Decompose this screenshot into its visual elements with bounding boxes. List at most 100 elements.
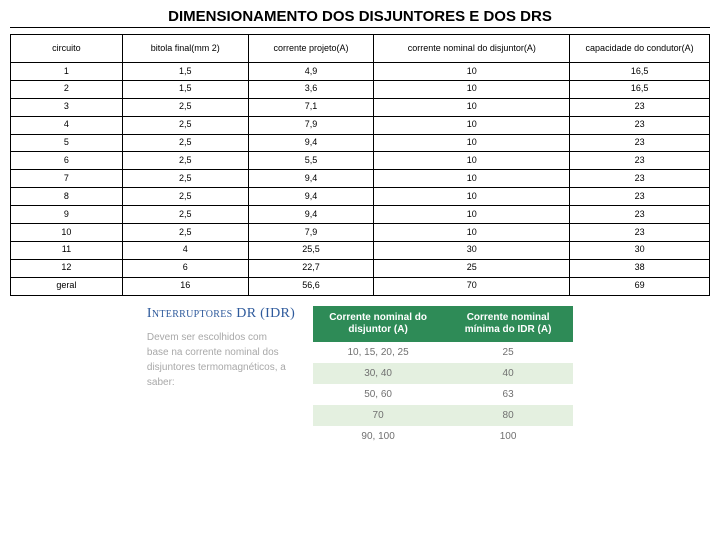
table-cell: 2,5 (122, 116, 248, 134)
table-cell: 1,5 (122, 80, 248, 98)
table-cell: 9,4 (248, 206, 374, 224)
table-row: 32,57,11023 (11, 98, 710, 116)
table-row: geral1656,67069 (11, 277, 710, 295)
table-cell: 25,5 (248, 241, 374, 259)
table-cell: 10 (374, 134, 570, 152)
table-cell: 4 (11, 116, 123, 134)
table-cell: 69 (570, 277, 710, 295)
table-row: 92,59,41023 (11, 206, 710, 224)
idr-table-header: Corrente nominal mínima do IDR (A) (443, 306, 573, 342)
table-cell: 7,9 (248, 224, 374, 242)
table-row: 62,55,51023 (11, 152, 710, 170)
table-cell: 2,5 (122, 170, 248, 188)
idr-description: Devem ser escolhidos com base na corrent… (147, 330, 287, 390)
table-row: 82,59,41023 (11, 188, 710, 206)
table-cell: 9,4 (248, 170, 374, 188)
table-cell: 30 (570, 241, 710, 259)
table-cell: 16 (122, 277, 248, 295)
table-cell: 10 (374, 152, 570, 170)
table-cell: 23 (570, 224, 710, 242)
idr-table: Corrente nominal do disjuntor (A)Corrent… (313, 306, 573, 447)
table-cell: 10 (374, 170, 570, 188)
table-cell: 2,5 (122, 98, 248, 116)
table-cell: 2 (11, 80, 123, 98)
idr-table-cell: 100 (443, 426, 573, 447)
table-row: 52,59,41023 (11, 134, 710, 152)
table-cell: 4,9 (248, 63, 374, 81)
table-cell: 23 (570, 134, 710, 152)
table-cell: 5 (11, 134, 123, 152)
table-cell: 6 (11, 152, 123, 170)
table-cell: 2,5 (122, 224, 248, 242)
table-cell: 23 (570, 116, 710, 134)
table-header: circuito (11, 35, 123, 63)
table-cell: 5,5 (248, 152, 374, 170)
table-cell: 12 (11, 259, 123, 277)
idr-table-row: 7080 (313, 405, 573, 426)
idr-table-cell: 70 (313, 405, 443, 426)
idr-table-row: 50, 6063 (313, 384, 573, 405)
table-cell: 3 (11, 98, 123, 116)
table-cell: 23 (570, 98, 710, 116)
table-cell: 6 (122, 259, 248, 277)
table-cell: 2,5 (122, 152, 248, 170)
idr-table-cell: 30, 40 (313, 363, 443, 384)
table-cell: 10 (374, 116, 570, 134)
table-cell: 38 (570, 259, 710, 277)
table-cell: 8 (11, 188, 123, 206)
idr-heading: Interruptores DR (IDR) (147, 306, 295, 322)
idr-table-cell: 63 (443, 384, 573, 405)
table-cell: 30 (374, 241, 570, 259)
table-cell: 10 (374, 188, 570, 206)
idr-table-cell: 25 (443, 342, 573, 363)
idr-table-cell: 10, 15, 20, 25 (313, 342, 443, 363)
table-cell: 7 (11, 170, 123, 188)
table-cell: 22,7 (248, 259, 374, 277)
idr-table-cell: 80 (443, 405, 573, 426)
table-row: 102,57,91023 (11, 224, 710, 242)
table-row: 12622,72538 (11, 259, 710, 277)
page-title: DIMENSIONAMENTO DOS DISJUNTORES E DOS DR… (10, 8, 710, 25)
table-cell: 2,5 (122, 134, 248, 152)
idr-table-cell: 50, 60 (313, 384, 443, 405)
table-cell: 16,5 (570, 63, 710, 81)
idr-table-cell: 40 (443, 363, 573, 384)
table-header: corrente projeto(A) (248, 35, 374, 63)
table-cell: 11 (11, 241, 123, 259)
table-cell: 56,6 (248, 277, 374, 295)
table-header: corrente nominal do disjuntor(A) (374, 35, 570, 63)
table-cell: 10 (374, 224, 570, 242)
table-cell: 7,9 (248, 116, 374, 134)
table-cell: 1,5 (122, 63, 248, 81)
dimensioning-table: circuitobitola final(mm 2)corrente proje… (10, 34, 710, 296)
table-cell: 9,4 (248, 188, 374, 206)
idr-table-row: 90, 100100 (313, 426, 573, 447)
idr-table-cell: 90, 100 (313, 426, 443, 447)
table-cell: 25 (374, 259, 570, 277)
table-header: capacidade do condutor(A) (570, 35, 710, 63)
idr-table-row: 30, 4040 (313, 363, 573, 384)
table-cell: geral (11, 277, 123, 295)
table-header: bitola final(mm 2) (122, 35, 248, 63)
title-underline (10, 27, 710, 28)
table-cell: 70 (374, 277, 570, 295)
table-cell: 10 (374, 80, 570, 98)
table-cell: 23 (570, 152, 710, 170)
table-cell: 10 (11, 224, 123, 242)
table-cell: 7,1 (248, 98, 374, 116)
table-row: 11425,53030 (11, 241, 710, 259)
table-cell: 10 (374, 206, 570, 224)
idr-table-row: 10, 15, 20, 2525 (313, 342, 573, 363)
table-cell: 4 (122, 241, 248, 259)
table-cell: 16,5 (570, 80, 710, 98)
table-row: 42,57,91023 (11, 116, 710, 134)
table-row: 11,54,91016,5 (11, 63, 710, 81)
table-cell: 1 (11, 63, 123, 81)
table-row: 21,53,61016,5 (11, 80, 710, 98)
table-cell: 9,4 (248, 134, 374, 152)
table-cell: 23 (570, 188, 710, 206)
idr-table-header: Corrente nominal do disjuntor (A) (313, 306, 443, 342)
table-cell: 9 (11, 206, 123, 224)
table-row: 72,59,41023 (11, 170, 710, 188)
table-cell: 2,5 (122, 188, 248, 206)
